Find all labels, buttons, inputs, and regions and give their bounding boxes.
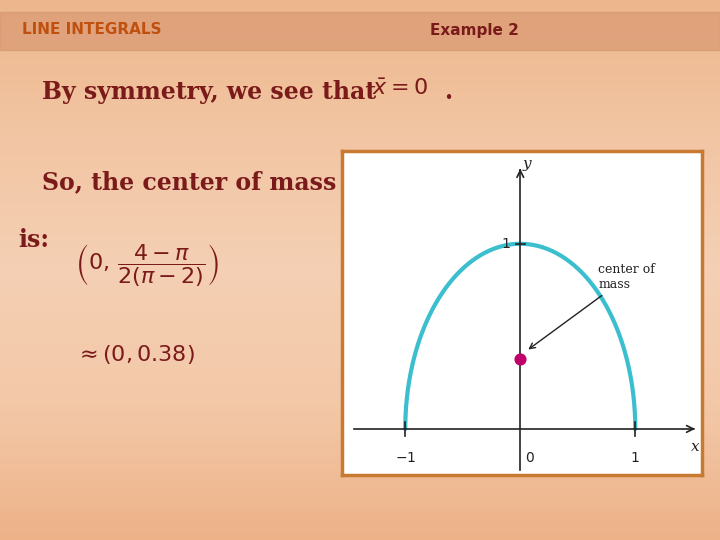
Text: $1$: $1$ xyxy=(631,451,640,465)
Point xyxy=(515,354,526,363)
Text: center of
mass: center of mass xyxy=(529,263,655,349)
Bar xyxy=(0,12,720,50)
Text: $\left(0,\,\dfrac{4-\pi}{2(\pi-2)}\right)$: $\left(0,\,\dfrac{4-\pi}{2(\pi-2)}\right… xyxy=(75,242,219,288)
Text: is:: is: xyxy=(18,228,49,252)
Text: Example 2: Example 2 xyxy=(430,23,519,37)
Text: $\bar{x} = 0$: $\bar{x} = 0$ xyxy=(372,78,428,100)
Text: By symmetry, we see that: By symmetry, we see that xyxy=(42,80,376,104)
Text: $1$: $1$ xyxy=(501,237,511,251)
Text: x: x xyxy=(690,441,699,455)
Text: So, the center of mass: So, the center of mass xyxy=(42,170,336,194)
Text: y: y xyxy=(523,157,531,171)
Text: $-1$: $-1$ xyxy=(395,451,416,465)
Text: LINE INTEGRALS: LINE INTEGRALS xyxy=(22,23,161,37)
Text: $0$: $0$ xyxy=(525,451,534,465)
Text: .: . xyxy=(444,80,452,104)
Text: $\approx (0, 0.38)$: $\approx (0, 0.38)$ xyxy=(75,343,195,367)
